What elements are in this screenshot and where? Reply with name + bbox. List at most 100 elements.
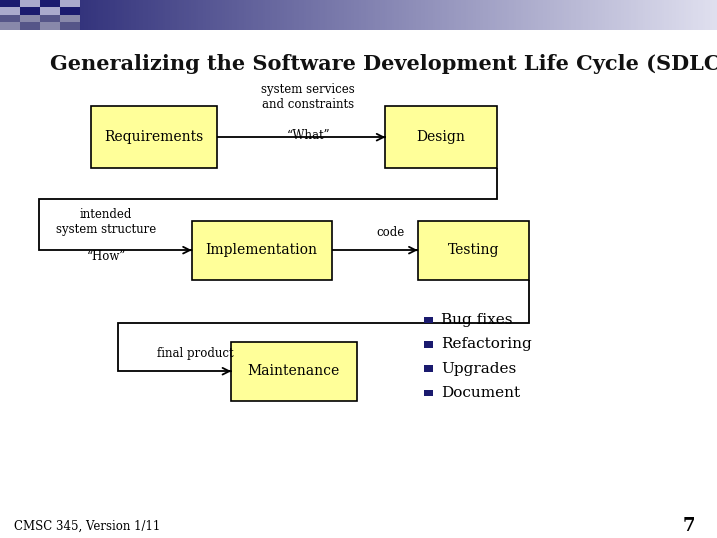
Bar (57, 0, 60, 30)
Bar (315, 0, 318, 30)
Bar (432, 0, 435, 30)
Bar (5, 0, 7, 30)
Bar (461, 0, 464, 30)
Bar (170, 0, 172, 30)
Bar (308, 0, 310, 30)
Bar (299, 0, 301, 30)
FancyBboxPatch shape (386, 107, 496, 168)
Bar (528, 0, 531, 30)
Bar (688, 0, 690, 30)
Bar (435, 0, 437, 30)
Bar (36, 0, 38, 30)
Bar (16, 0, 19, 30)
Bar (208, 0, 210, 30)
Text: “How”: “How” (87, 250, 125, 263)
Bar (339, 0, 342, 30)
Bar (146, 0, 148, 30)
Bar (576, 0, 579, 30)
Bar (84, 0, 86, 30)
Bar (411, 0, 414, 30)
Bar (504, 0, 507, 30)
Bar (318, 0, 320, 30)
Bar (667, 0, 669, 30)
Bar (397, 0, 399, 30)
Text: Design: Design (417, 130, 465, 144)
Bar (196, 0, 199, 30)
Text: final product: final product (158, 347, 234, 360)
Bar (342, 0, 344, 30)
Bar (509, 0, 511, 30)
Bar (52, 0, 55, 30)
Bar (547, 0, 550, 30)
Bar (287, 0, 289, 30)
Bar (117, 0, 120, 30)
Bar (234, 0, 237, 30)
Bar (353, 0, 356, 30)
Bar (409, 0, 411, 30)
Bar (163, 0, 165, 30)
Bar (392, 0, 394, 30)
Bar (232, 0, 234, 30)
Bar (29, 0, 31, 30)
Bar (148, 0, 151, 30)
Bar (655, 0, 657, 30)
Bar (597, 0, 600, 30)
Bar (242, 0, 244, 30)
Bar (485, 0, 488, 30)
Bar (213, 0, 215, 30)
Bar (113, 0, 115, 30)
Bar (368, 0, 371, 30)
Bar (237, 0, 239, 30)
Bar (40, 8, 60, 15)
Bar (258, 0, 260, 30)
Bar (179, 0, 181, 30)
Bar (407, 0, 409, 30)
Bar (414, 0, 416, 30)
Bar (686, 0, 688, 30)
Bar (60, 15, 80, 22)
Bar (20, 0, 40, 8)
Bar (251, 0, 253, 30)
Bar (640, 0, 643, 30)
Bar (77, 0, 79, 30)
FancyBboxPatch shape (231, 342, 356, 401)
Bar (136, 0, 138, 30)
Bar (559, 0, 561, 30)
Bar (70, 0, 72, 30)
Bar (695, 0, 698, 30)
Bar (662, 0, 665, 30)
Bar (626, 0, 629, 30)
Bar (127, 0, 129, 30)
Bar (595, 0, 597, 30)
Text: Implementation: Implementation (206, 243, 318, 257)
Bar (20, 8, 40, 15)
Bar (20, 22, 40, 30)
Bar (103, 0, 105, 30)
Bar (0, 0, 2, 30)
Bar (657, 0, 660, 30)
FancyBboxPatch shape (191, 221, 331, 280)
Bar (452, 0, 454, 30)
Bar (500, 0, 502, 30)
Bar (424, 390, 433, 396)
Bar (301, 0, 303, 30)
Bar (665, 0, 667, 30)
Bar (604, 0, 607, 30)
Bar (91, 0, 93, 30)
Bar (423, 0, 425, 30)
Bar (424, 317, 433, 323)
Bar (614, 0, 617, 30)
Bar (480, 0, 483, 30)
Text: Testing: Testing (447, 243, 499, 257)
Bar (493, 0, 495, 30)
Bar (622, 0, 624, 30)
Bar (514, 0, 516, 30)
Bar (473, 0, 475, 30)
Bar (693, 0, 695, 30)
Bar (475, 0, 478, 30)
Bar (48, 0, 50, 30)
Bar (20, 15, 40, 22)
Bar (488, 0, 490, 30)
Bar (337, 0, 339, 30)
Bar (581, 0, 583, 30)
